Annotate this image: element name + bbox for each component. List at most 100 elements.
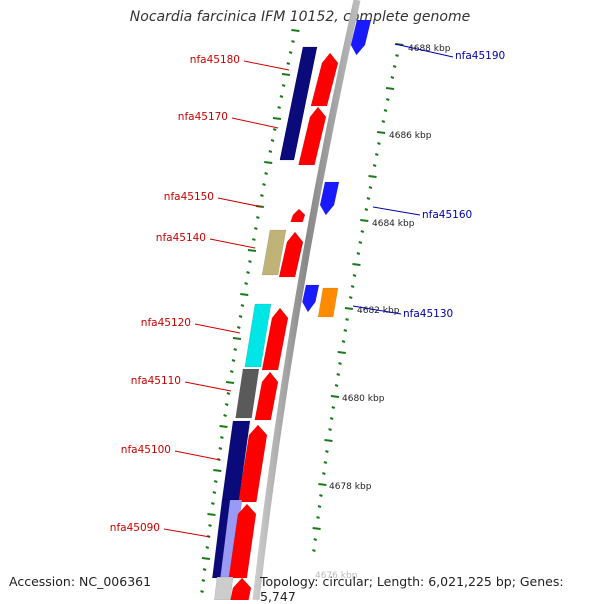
scale-tick [360,219,369,222]
scale-tick [277,106,281,109]
scale-tick [317,505,322,508]
gene-feature[interactable] [254,371,279,421]
gene-label-nfa45180[interactable]: nfa45180 [190,54,240,66]
scale-tick [352,274,357,277]
scale-tick [345,318,349,321]
gene-label-nfa45150[interactable]: nfa45150 [164,191,214,203]
gene-label-nfa45110[interactable]: nfa45110 [131,375,181,387]
label-leader [174,450,221,461]
gene-feature[interactable] [261,229,287,276]
scale-tick [213,480,218,483]
gene-label-nfa45190[interactable]: nfa45190 [455,50,505,62]
gene-label-nfa45120[interactable]: nfa45120 [141,317,191,329]
scale-tick [358,241,363,244]
gene-feature[interactable] [278,231,304,278]
scale-tick [392,65,397,68]
scale-tick [200,590,204,593]
scale-tick [202,568,207,571]
accession-text: Accession: NC_006361 [9,574,152,589]
scale-tick [352,263,361,266]
scale-tick [272,128,277,131]
scale-tick [337,351,346,354]
scale-tick [328,428,332,431]
gene-label-nfa45170[interactable]: nfa45170 [178,111,228,123]
gene-feature[interactable] [310,52,339,107]
scale-tick [213,469,222,472]
tick-track-right [312,43,404,552]
label-leader [231,117,279,129]
scale-labels: 4688 kbp 4686 kbp 4684 kbp 4682 kbp 4680… [315,44,451,581]
scale-tick [268,150,273,153]
gene-feature[interactable] [350,19,372,56]
scale-tick [208,524,212,527]
scale-tick [368,175,377,178]
gene-feature[interactable] [319,181,340,216]
gene-feature[interactable] [244,303,272,368]
scale-tick [376,131,386,134]
label-leader [372,206,421,216]
gene-feature[interactable] [279,46,318,161]
label-leader [209,238,256,249]
scale-tick [350,285,355,288]
scale-tick [256,216,260,219]
scale-tick [374,153,379,156]
gene-feature[interactable] [230,577,252,600]
scale-tick [383,109,388,112]
scale-tick [312,527,321,530]
scale-tick [381,120,386,123]
scale-tick [323,461,328,464]
genome-backbone [252,0,361,600]
scale-tick [205,546,210,549]
gene-feature[interactable] [214,576,234,600]
scale-tick [385,87,395,90]
scale-tick [225,381,235,384]
gene-feature[interactable] [317,287,339,318]
scale-tick [220,436,224,439]
scale-tick [247,249,257,252]
gene-label-nfa45100[interactable]: nfa45100 [121,444,171,456]
scale-tick [240,293,249,296]
gene-feature[interactable] [302,284,320,313]
scale-tick [233,348,238,351]
tick-track-left [200,29,300,593]
gene-feature[interactable] [290,208,306,223]
scale-tick [229,370,234,373]
scale-tick [279,95,284,98]
scale-tick [232,337,242,340]
scale-tick [372,164,377,167]
scale-tick [368,186,373,189]
scale-tick [286,62,291,65]
gene-feature[interactable] [261,307,289,371]
scale-tick [344,307,354,310]
scale-label: 4686 kbp [389,131,432,141]
scale-tick [322,472,326,475]
scale-tick [331,406,336,409]
scale-tick [211,502,215,505]
label-leader [163,528,211,538]
gene-feature[interactable] [238,424,268,503]
scale-label: 4678 kbp [329,482,372,492]
scale-tick [238,315,243,318]
gene-label-nfa45130[interactable]: nfa45130 [403,308,453,320]
scale-tick [356,252,361,255]
scale-tick [231,359,236,362]
scale-tick [226,392,231,395]
scale-tick [260,194,264,197]
scale-label: 4682 kbp [357,306,400,316]
scale-tick [334,384,339,387]
scale-tick [330,395,340,398]
scale-label: 4688 kbp [408,44,451,54]
gene-feature[interactable] [298,106,327,166]
gene-label-nfa45090[interactable]: nfa45090 [110,522,160,534]
gene-label-nfa45160[interactable]: nfa45160 [422,209,472,221]
scale-tick [223,414,227,417]
gene-label-nfa45140[interactable]: nfa45140 [156,232,206,244]
gene-feature[interactable] [228,503,257,579]
scale-tick [319,494,323,497]
scale-tick [318,483,327,486]
scale-tick [246,271,250,274]
gene-feature[interactable] [235,368,260,419]
scale-tick [329,417,334,420]
scale-tick [262,183,266,186]
